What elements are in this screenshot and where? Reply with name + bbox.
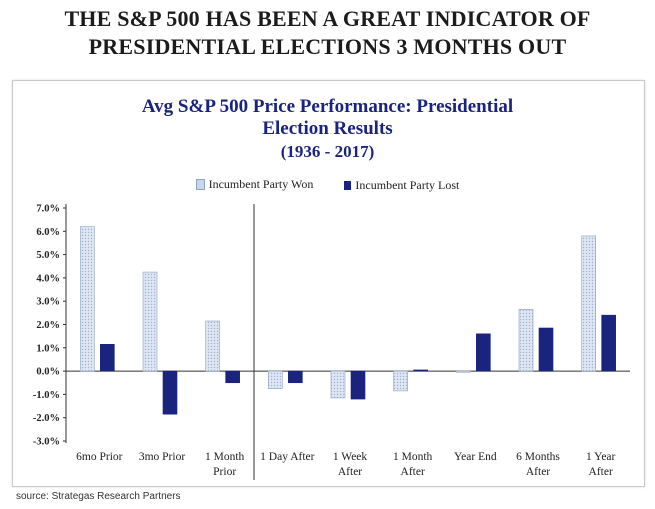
x-category-label: 1 Month (393, 451, 433, 463)
bar-won (393, 370, 408, 392)
legend-item-lost: Incumbent Party Lost (344, 178, 459, 193)
bar-lost (225, 370, 240, 384)
y-tick-label: -1.0% (33, 390, 60, 401)
bar-lost (350, 370, 366, 400)
chart-legend: Incumbent Party Won Incumbent Party Lost (0, 177, 655, 194)
bar-lost (601, 314, 616, 372)
x-category-label: 3mo Prior (139, 451, 185, 463)
y-tick-label: 6.0% (36, 227, 60, 238)
x-category-label: 1 Month (205, 451, 245, 463)
bar-lost (288, 370, 303, 384)
bar-lost (476, 333, 491, 372)
legend-label-lost: Incumbent Party Lost (355, 178, 460, 192)
bar-lost (538, 327, 554, 372)
y-tick-label: 1.0% (36, 343, 60, 354)
headline-line-1: THE S&P 500 HAS BEEN A GREAT INDICATOR O… (64, 6, 591, 31)
legend-swatch-won (195, 179, 205, 190)
x-category-label: After (401, 466, 425, 478)
y-tick-label: 0.0% (36, 367, 60, 378)
bar-won (330, 370, 346, 399)
legend-swatch-lost (344, 181, 352, 190)
x-category-label: 6mo Prior (76, 451, 122, 463)
bar-won (581, 235, 596, 372)
bar-won (205, 320, 220, 372)
y-tick-label: 7.0% (36, 204, 60, 215)
legend-label-won: Incumbent Party Won (208, 177, 314, 191)
bar-won (80, 226, 95, 372)
bar-lost (162, 370, 178, 415)
x-category-label: 1 Week (333, 451, 368, 463)
bar-won (456, 370, 471, 373)
legend-item-won: Incumbent Party Won (195, 177, 314, 192)
chart-title-line-1: Avg S&P 500 Price Performance: President… (141, 96, 514, 117)
chart-panel (12, 80, 645, 487)
x-category-label: After (338, 466, 362, 478)
x-category-label: Year End (454, 451, 497, 463)
headline-line-2: PRESIDENTIAL ELECTIONS 3 MONTHS OUT (88, 34, 567, 59)
y-tick-label: -2.0% (33, 413, 60, 424)
bar-won (268, 370, 283, 389)
source-note: source: Strategas Research Partners (16, 491, 181, 502)
bar-won (518, 309, 534, 372)
bar-won (142, 271, 158, 372)
y-tick-label: 3.0% (36, 297, 60, 308)
y-tick-label: 5.0% (36, 250, 60, 261)
chart-subtitle: (1936 - 2017) (280, 142, 375, 161)
bar-lost (413, 369, 428, 372)
x-category-label: After (526, 466, 550, 478)
y-tick-label: -3.0% (33, 437, 60, 448)
x-category-label: Prior (213, 466, 236, 478)
x-category-label: 6 Months (516, 451, 560, 463)
y-tick-label: 4.0% (36, 273, 60, 284)
bar-lost (100, 344, 115, 372)
y-tick-label: 2.0% (36, 320, 60, 331)
x-category-label: 1 Year (586, 451, 616, 463)
chart-title-line-2: Election Results (262, 118, 393, 139)
x-category-label: 1 Day After (260, 451, 314, 463)
x-category-label: After (589, 466, 613, 478)
